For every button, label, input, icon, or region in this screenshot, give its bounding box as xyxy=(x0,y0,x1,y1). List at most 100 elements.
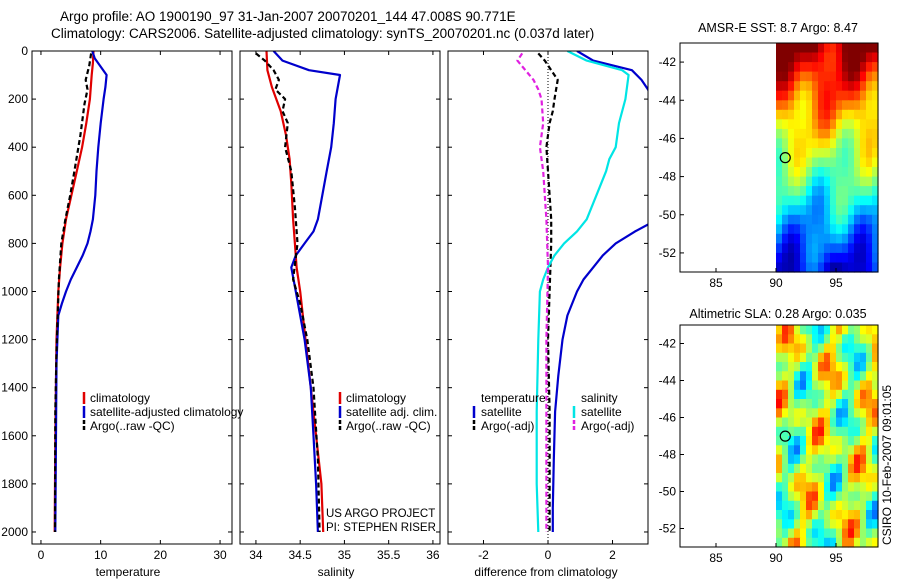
field-cell xyxy=(824,380,831,391)
profile-panel-1: 0 10 20 30 0 200 400 600 800 1000 1200 1400 1600 1800… xyxy=(1,44,233,562)
field-cell xyxy=(860,426,867,437)
field-cell xyxy=(848,343,855,354)
field-cell xyxy=(818,186,825,197)
field-cell xyxy=(872,445,879,456)
map-frame xyxy=(679,42,879,273)
field-cell xyxy=(830,52,837,63)
field-cell xyxy=(860,417,867,428)
field-cell xyxy=(842,186,849,197)
field-cell xyxy=(800,436,807,446)
field-cell xyxy=(818,463,825,474)
field-cell xyxy=(794,500,801,511)
field-cell xyxy=(848,62,855,73)
field-cell xyxy=(788,109,795,120)
field-cell xyxy=(824,90,831,101)
field-cell xyxy=(836,537,843,548)
field-cell xyxy=(806,380,813,391)
field-cell xyxy=(818,528,825,539)
field-cell xyxy=(800,109,807,120)
field-cell xyxy=(788,252,795,263)
series-salinity-satellite xyxy=(535,51,630,533)
field-cell xyxy=(776,510,783,520)
field-cell xyxy=(794,252,801,263)
field-cell xyxy=(776,417,783,428)
field-cell xyxy=(860,343,867,354)
field-cell xyxy=(842,176,849,187)
field-cell xyxy=(842,128,849,139)
field-cell xyxy=(800,510,807,520)
field-cell xyxy=(818,371,825,382)
field-cell xyxy=(812,43,819,54)
field-cell xyxy=(788,186,795,197)
field-cell xyxy=(806,528,813,539)
field-cell xyxy=(794,334,801,345)
field-cell xyxy=(848,491,855,502)
field-cell xyxy=(776,426,783,437)
field-cell xyxy=(806,491,813,502)
field-cell xyxy=(872,62,879,73)
x-tick-label: 2 xyxy=(609,548,616,562)
field-cell xyxy=(812,399,819,409)
field-cell xyxy=(800,157,807,168)
field-cell xyxy=(830,519,837,530)
field-cell xyxy=(788,243,795,254)
field-cell xyxy=(806,482,813,493)
field-cell xyxy=(794,138,801,149)
field-cell xyxy=(812,473,819,483)
y-tick-label: 400 xyxy=(8,140,28,154)
field-cell xyxy=(806,128,813,139)
field-cell xyxy=(818,399,825,409)
field-cell xyxy=(830,262,837,273)
field-cell xyxy=(824,119,831,130)
field-cell xyxy=(812,528,819,539)
field-cell xyxy=(812,224,819,235)
field-cell xyxy=(776,371,783,382)
field-cell xyxy=(818,362,825,372)
panel1-legend: climatology satellite-adjusted climatolo… xyxy=(82,391,243,433)
field-cell xyxy=(782,491,789,502)
field-cell xyxy=(824,243,831,254)
field-cell xyxy=(830,205,837,216)
field-cell xyxy=(782,71,789,82)
field-cell xyxy=(818,454,825,465)
field-cell xyxy=(824,100,831,111)
field-cell xyxy=(824,436,831,446)
field-cell xyxy=(866,109,873,120)
field-cell xyxy=(818,71,825,82)
field-cell xyxy=(824,176,831,187)
field-cell xyxy=(782,399,789,409)
field-cell xyxy=(788,454,795,465)
field-cell xyxy=(776,500,783,511)
field-cell xyxy=(812,176,819,187)
field-cell xyxy=(848,233,855,244)
series-salinity-argo-adj- xyxy=(516,52,550,532)
field-cell xyxy=(800,426,807,437)
y-tick-label: 1200 xyxy=(1,333,28,347)
field-cell xyxy=(800,243,807,254)
field-cell xyxy=(788,334,795,345)
field-cell xyxy=(836,426,843,437)
field-cell xyxy=(848,334,855,345)
field-cell xyxy=(788,214,795,225)
field-cell xyxy=(872,389,879,400)
field-cell xyxy=(842,371,849,382)
legend-heading-temperature: temperature xyxy=(481,391,546,405)
field-cell xyxy=(866,167,873,178)
field-cell xyxy=(812,325,819,335)
field-cell xyxy=(812,205,819,216)
field-cell xyxy=(842,252,849,263)
field-cell xyxy=(824,334,831,345)
field-cell xyxy=(788,71,795,82)
field-cell xyxy=(800,205,807,216)
field-cell xyxy=(866,408,873,419)
field-cell xyxy=(776,119,783,130)
field-cell xyxy=(806,334,813,345)
field-cell xyxy=(830,62,837,73)
field-cell xyxy=(872,167,879,178)
field-cell xyxy=(854,445,861,456)
field-cell xyxy=(812,491,819,502)
field-cell xyxy=(818,352,825,363)
field-cell xyxy=(872,224,879,235)
field-cell xyxy=(794,186,801,197)
field-cell xyxy=(818,100,825,111)
